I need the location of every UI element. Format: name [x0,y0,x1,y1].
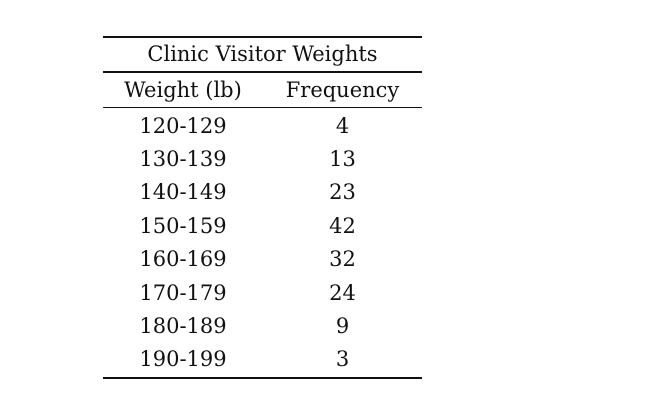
table-row: 120-129 4 [103,109,422,142]
table-title: Clinic Visitor Weights [147,42,378,66]
frequency-cell: 9 [335,314,350,339]
weight-cell: 120-129 [139,113,227,138]
frequency-cell: 13 [329,147,356,172]
weight-cell: 180-189 [139,314,227,339]
table-row: 170-179 24 [103,276,422,309]
column-header-weight: Weight (lb) [124,77,242,102]
frequency-table: Clinic Visitor Weights Weight (lb) Frequ… [103,36,422,380]
table-row: 160-169 32 [103,243,422,276]
top-rule [103,36,422,38]
weight-cell: 150-159 [139,213,227,238]
weight-cell: 190-199 [139,347,227,372]
header-row: Weight (lb) Frequency [103,73,422,107]
table-body: 120-129 4 130-139 13 140-149 23 150-159 42 160-1… [103,108,422,377]
frequency-cell: 24 [329,280,356,305]
frequency-cell: 23 [329,180,356,205]
header-rule [103,106,422,108]
column-header-frequency: Frequency [285,77,400,102]
table-row: 150-159 42 [103,209,422,242]
table-row: 140-149 23 [103,176,422,209]
table-row: 180-189 9 [103,309,422,342]
weight-cell: 140-149 [139,180,227,205]
table-row: 190-199 3 [103,343,422,376]
bottom-rule [103,377,422,380]
weight-cell: 170-179 [139,280,227,305]
frequency-cell: 3 [335,347,350,372]
title-rule [103,71,422,73]
weight-cell: 130-139 [139,147,227,172]
frequency-cell: 32 [329,247,356,272]
frequency-cell: 4 [335,113,350,138]
weight-cell: 160-169 [139,247,227,272]
frequency-cell: 42 [329,213,356,238]
table-row: 130-139 13 [103,142,422,175]
